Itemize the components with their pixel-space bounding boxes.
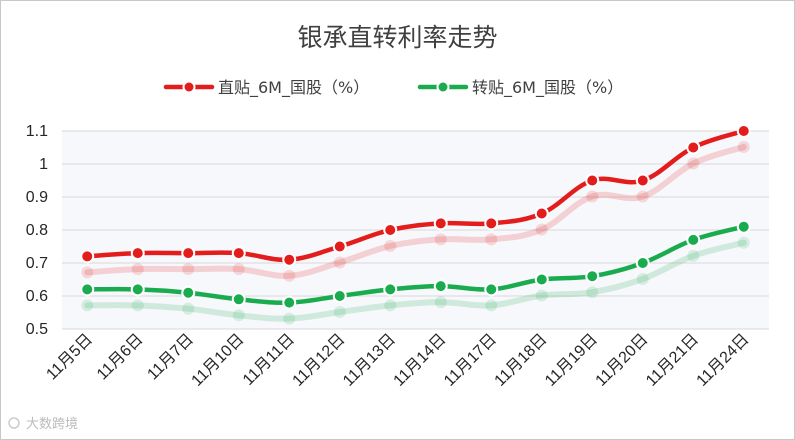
x-axis: 11月5日11月6日11月7日11月10日11月11日11月12日11月13日1… (43, 331, 752, 390)
series-0-point (585, 173, 600, 188)
series-0-point (635, 173, 650, 188)
series-0-shadow-point (283, 269, 296, 282)
series-1-shadow-point (333, 306, 346, 318)
series-0-point (80, 249, 95, 264)
y-tick-label: 1 (39, 156, 48, 173)
series-1-point (585, 269, 600, 284)
series-0-shadow-point (737, 141, 750, 153)
series-1-point (736, 219, 751, 234)
series-0-shadow-point (232, 263, 245, 276)
legend: 直贴_6M_国股（%） 转贴_6M_国股（%） (163, 78, 623, 98)
series-1-point (282, 295, 297, 310)
series-1-shadow-point (485, 299, 498, 312)
series-1-point (484, 282, 499, 297)
series-1-point (686, 232, 701, 247)
y-tick-label: 0.8 (26, 222, 48, 239)
series-0-shadow-point (81, 266, 94, 279)
series-1-point (635, 256, 650, 270)
series-1-shadow-point (434, 296, 447, 309)
series-0-shadow-point (333, 256, 346, 269)
y-tick-label: 0.7 (26, 255, 48, 272)
series-0-shadow-point (535, 223, 548, 236)
series-0-point (484, 216, 499, 231)
series-0-shadow-point (485, 233, 498, 246)
y-tick-label: 0.5 (26, 321, 48, 338)
series-0-shadow-point (384, 240, 397, 252)
x-tick-label: 11月14日 (391, 331, 450, 390)
y-tick-label: 0.6 (26, 288, 48, 305)
legend-label: 直贴_6M_国股（%） (218, 78, 369, 98)
series-1-point (231, 292, 246, 307)
y-tick-label: 0.9 (26, 189, 48, 206)
series-1-shadow-point (182, 302, 195, 315)
x-tick-label: 11月12日 (290, 331, 349, 390)
series-0-point (433, 216, 448, 231)
x-tick-label: 11月5日 (43, 331, 96, 384)
series-1-shadow-line (84, 239, 747, 322)
x-tick-label: 11月24日 (694, 331, 753, 390)
series-1-point (332, 289, 347, 303)
series-0-point (736, 124, 751, 138)
series-1-point (80, 282, 95, 297)
legend-swatch-point (436, 80, 450, 94)
gridlines (62, 130, 769, 330)
watermark-icon (8, 417, 20, 429)
series-shadows (81, 141, 750, 325)
series-0-point (181, 246, 196, 261)
series-0-shadow-point (182, 263, 195, 276)
series-0-point (130, 246, 145, 261)
x-tick-label: 11月21日 (643, 331, 702, 390)
series-0-shadow-line (84, 144, 747, 279)
series-1-point (534, 272, 549, 287)
series-0-point (332, 239, 347, 254)
series-0-point (282, 252, 297, 267)
series-0-shadow-point (636, 190, 649, 203)
series-0-point (231, 246, 246, 261)
x-tick-label: 11月19日 (542, 331, 601, 390)
x-tick-label: 11月20日 (593, 331, 652, 390)
y-axis: 0.5 0.6 0.7 0.8 0.9 1 1.1 (26, 123, 48, 338)
series-1-shadow-point (737, 236, 750, 249)
series-0-shadow-point (687, 157, 700, 170)
series-1-point (383, 282, 398, 297)
legend-swatch-point (182, 80, 196, 94)
series-lines (80, 124, 751, 310)
x-tick-label: 11月11日 (240, 331, 298, 389)
series-1-shadow-point (81, 299, 94, 312)
series-1-point (181, 285, 196, 300)
series-1-shadow-point (232, 309, 245, 322)
series-0-shadow-point (434, 233, 447, 246)
y-tick-label: 1.1 (26, 123, 48, 140)
series-1-point (433, 279, 448, 294)
x-tick-label: 11月18日 (492, 331, 551, 390)
x-tick-label: 11月7日 (144, 331, 197, 384)
series-0-point (383, 223, 398, 237)
legend-label: 转贴_6M_国股（%） (472, 78, 623, 98)
x-tick-label: 11月6日 (94, 331, 147, 384)
series-1-shadow-point (131, 299, 144, 312)
series-1-shadow-point (283, 312, 296, 325)
series-0-shadow-point (586, 190, 599, 203)
series-0-point (534, 206, 549, 221)
series-1-point (130, 282, 145, 297)
series-1-shadow-point (636, 273, 649, 285)
series-1-shadow-point (687, 249, 700, 262)
series-1-shadow-point (586, 286, 599, 299)
x-tick-label: 11月10日 (189, 331, 248, 390)
x-tick-label: 11月17日 (441, 331, 500, 390)
watermark: 大数跨境 (8, 417, 78, 432)
series-1-shadow-point (535, 289, 548, 302)
series-0-shadow-point (131, 263, 144, 276)
x-tick-label: 11月13日 (340, 331, 399, 390)
watermark-text: 大数跨境 (26, 417, 78, 432)
series-0-point (686, 140, 701, 155)
chart-title: 银承直转利率走势 (297, 23, 498, 52)
series-1-shadow-point (384, 299, 397, 312)
